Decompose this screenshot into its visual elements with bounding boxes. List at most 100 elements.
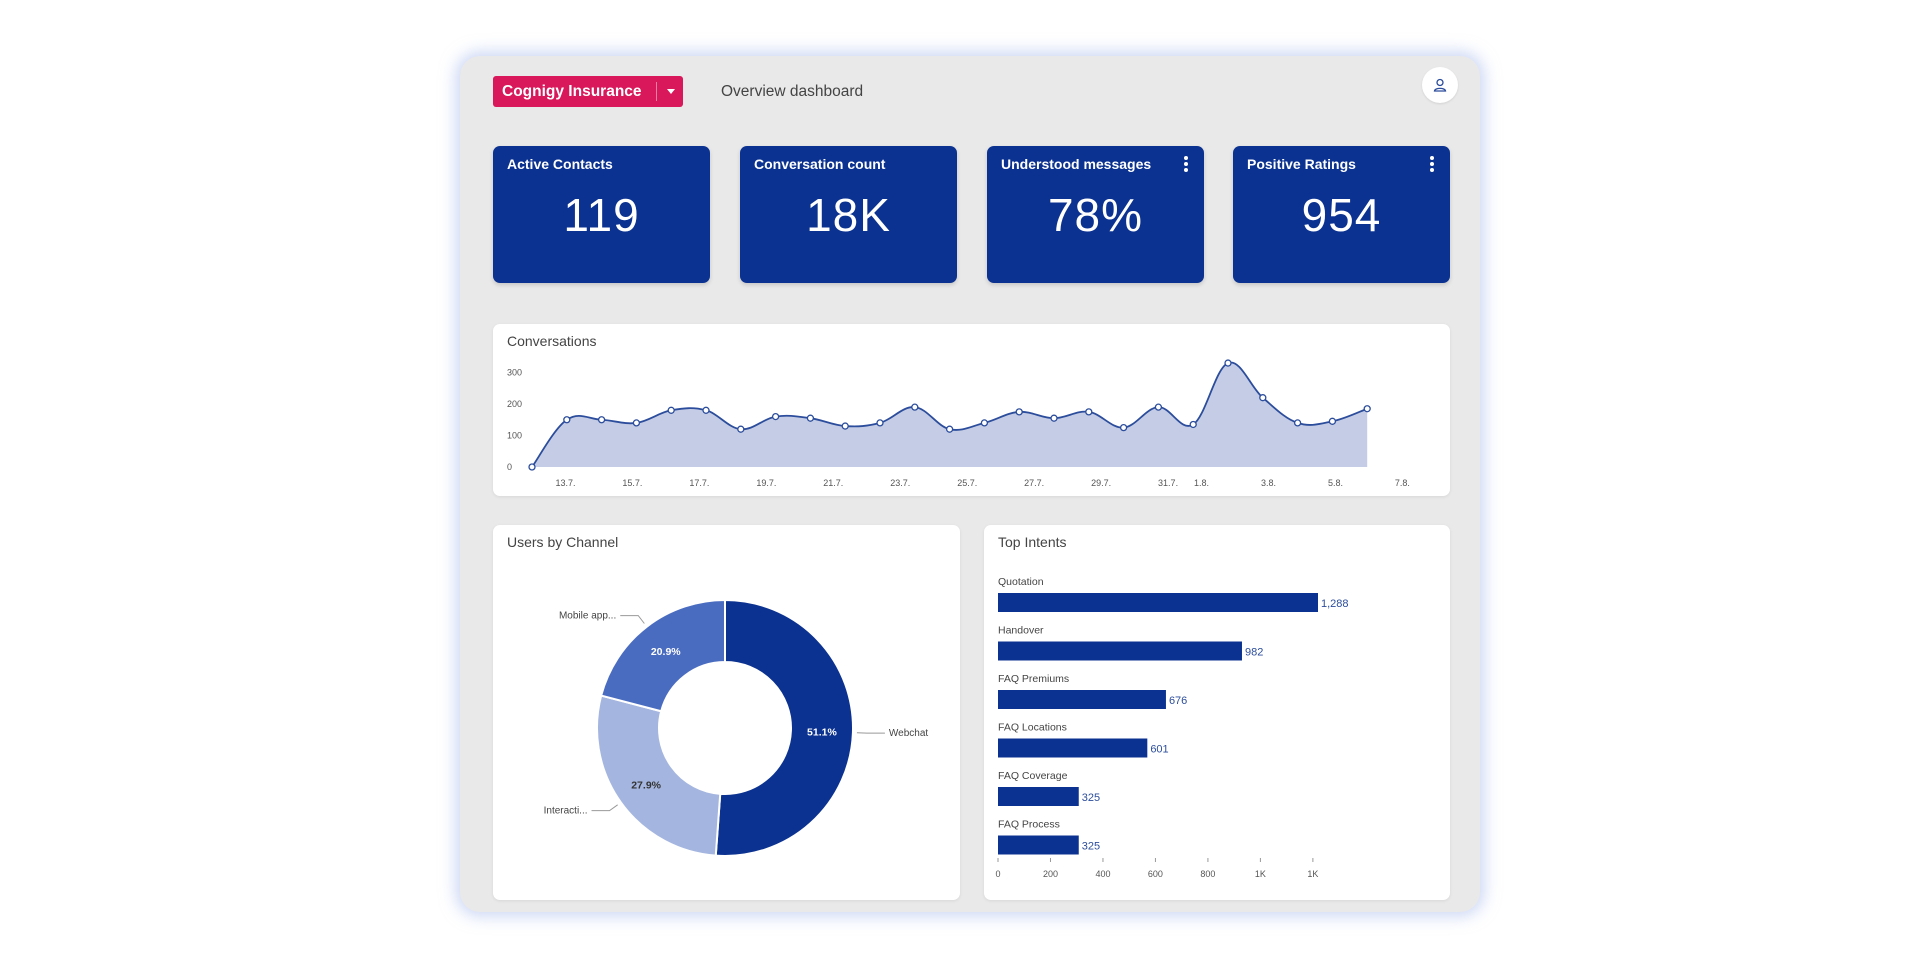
- data-point: [945, 425, 954, 433]
- conversations-card: Conversations 300 200 100 0 13.7. 15.7. 17.7. 1…: [493, 324, 1450, 496]
- kpi-value: 18K: [806, 189, 891, 241]
- dropdown-divider: [656, 82, 657, 101]
- kpi-title: Understood messages: [1001, 156, 1152, 172]
- data-point: [667, 406, 675, 414]
- x-tick-label: 600: [1148, 869, 1163, 879]
- x-tick-label: 7.8.: [1395, 478, 1410, 488]
- more-options-icon[interactable]: [1184, 156, 1188, 172]
- user-icon: [1433, 78, 1447, 92]
- intent-value-label: 676: [1169, 695, 1187, 707]
- users-by-channel-card: Users by Channel 51.1% Webchat 27.9% Intera…: [493, 525, 960, 900]
- data-point: [980, 419, 989, 427]
- intent-label: FAQ Locations: [998, 722, 1067, 734]
- intent-label: FAQ Process: [998, 819, 1060, 831]
- intent-value-label: 982: [1245, 647, 1263, 659]
- x-tick-label: 29.7.: [1091, 478, 1111, 488]
- x-tick-label: 19.7.: [756, 478, 776, 488]
- top-intents-chart: Quotation 1,288 Handover 982 FAQ Premiums 676…: [995, 576, 1349, 879]
- chevron-down-icon: [667, 89, 675, 94]
- data-point: [563, 416, 571, 424]
- data-point: [702, 406, 710, 414]
- brand-dropdown[interactable]: Cognigy Insurance: [493, 76, 683, 107]
- x-tick-label: 3.8.: [1261, 478, 1276, 488]
- leader-line: [591, 804, 618, 812]
- users-by-channel-chart: 51.1% Webchat 27.9% Interacti... 20.9% Mobile…: [544, 598, 929, 857]
- intent-bar: [998, 835, 1079, 855]
- data-point: [1119, 423, 1128, 432]
- x-tick-label: 23.7.: [890, 478, 910, 488]
- data-point: [876, 419, 884, 427]
- kpi-card-conversation-count: Conversation count 18K: [740, 146, 957, 283]
- donut-slice: [599, 598, 726, 713]
- kpi-value: 119: [563, 189, 640, 241]
- data-point: [1015, 408, 1023, 416]
- x-tick-label: 15.7.: [622, 478, 642, 488]
- intent-label: FAQ Premiums: [998, 673, 1069, 685]
- y-tick-label: 200: [507, 399, 522, 409]
- intent-value-label: 325: [1082, 792, 1100, 804]
- data-point: [597, 416, 606, 424]
- slice-pct-label: 20.9%: [651, 646, 681, 658]
- slice-category-label: Webchat: [889, 728, 929, 739]
- slice-pct-label: 27.9%: [631, 779, 661, 791]
- conversations-chart: 300 200 100 0 13.7. 15.7. 17.7. 19.7. 21.7. 23.7.…: [507, 359, 1410, 488]
- area-fill: [532, 362, 1368, 467]
- data-point: [911, 403, 919, 411]
- header: Cognigy Insurance Overview dashboard: [493, 67, 1458, 112]
- data-point: [1224, 359, 1232, 367]
- y-tick-label: 300: [507, 368, 522, 378]
- x-tick-label: 27.7.: [1024, 478, 1044, 488]
- data-point: [528, 463, 536, 471]
- x-tick-label: 200: [1043, 869, 1058, 879]
- dashboard-frame: Cognigy Insurance Overview dashboard Act…: [460, 56, 1480, 912]
- data-point: [737, 425, 745, 433]
- x-tick-label: 0: [995, 869, 1000, 879]
- intent-bar: [998, 738, 1148, 758]
- leader-line: [620, 615, 645, 624]
- card-title: Conversations: [507, 333, 597, 349]
- slice-category-label: Mobile app...: [559, 611, 616, 622]
- x-tick-label: 1K: [1255, 869, 1266, 879]
- brand-dropdown-label: Cognigy Insurance: [502, 82, 642, 100]
- x-tick-label: 13.7.: [555, 478, 575, 488]
- intent-label: FAQ Coverage: [998, 770, 1068, 782]
- card-title: Top Intents: [998, 534, 1067, 550]
- intent-value-label: 601: [1150, 744, 1168, 756]
- page-title: Overview dashboard: [721, 83, 864, 100]
- kpi-value: 78%: [1047, 189, 1144, 241]
- intent-bar: [998, 593, 1318, 612]
- y-tick-label: 0: [507, 462, 512, 472]
- x-tick-label: 1.8.: [1194, 478, 1209, 488]
- data-point: [841, 422, 849, 430]
- data-point: [1363, 405, 1371, 413]
- user-menu-button[interactable]: [1422, 67, 1458, 103]
- more-options-icon[interactable]: [1430, 156, 1434, 172]
- slice-pct-label: 51.1%: [807, 727, 837, 739]
- intent-bar: [998, 787, 1079, 806]
- x-tick-label: 21.7.: [823, 478, 843, 488]
- data-point: [1154, 403, 1163, 411]
- data-point: [1189, 420, 1197, 429]
- x-tick-label: 1K: [1307, 869, 1318, 879]
- data-point: [1259, 394, 1267, 402]
- donut-slice: [596, 694, 722, 857]
- x-tick-label: 800: [1200, 869, 1215, 879]
- kpi-title: Conversation count: [754, 156, 886, 172]
- data-point: [1085, 408, 1093, 416]
- slice-category-label: Interacti...: [544, 806, 588, 817]
- x-tick-label: 25.7.: [957, 478, 977, 488]
- data-point: [1328, 417, 1337, 425]
- x-tick-label: 400: [1095, 869, 1110, 879]
- intent-label: Quotation: [998, 576, 1044, 588]
- intent-value-label: 325: [1082, 841, 1100, 853]
- data-point: [806, 414, 815, 422]
- x-tick-label: 31.7.: [1158, 478, 1178, 488]
- data-point: [1293, 419, 1302, 427]
- x-tick-label: 5.8.: [1328, 478, 1343, 488]
- kpi-card-understood-messages: Understood messages 78%: [987, 146, 1204, 283]
- data-point: [771, 412, 780, 421]
- kpi-title: Positive Ratings: [1247, 156, 1356, 172]
- donut-slice: [714, 598, 854, 857]
- intent-bar: [998, 641, 1242, 661]
- intent-value-label: 1,288: [1321, 598, 1349, 610]
